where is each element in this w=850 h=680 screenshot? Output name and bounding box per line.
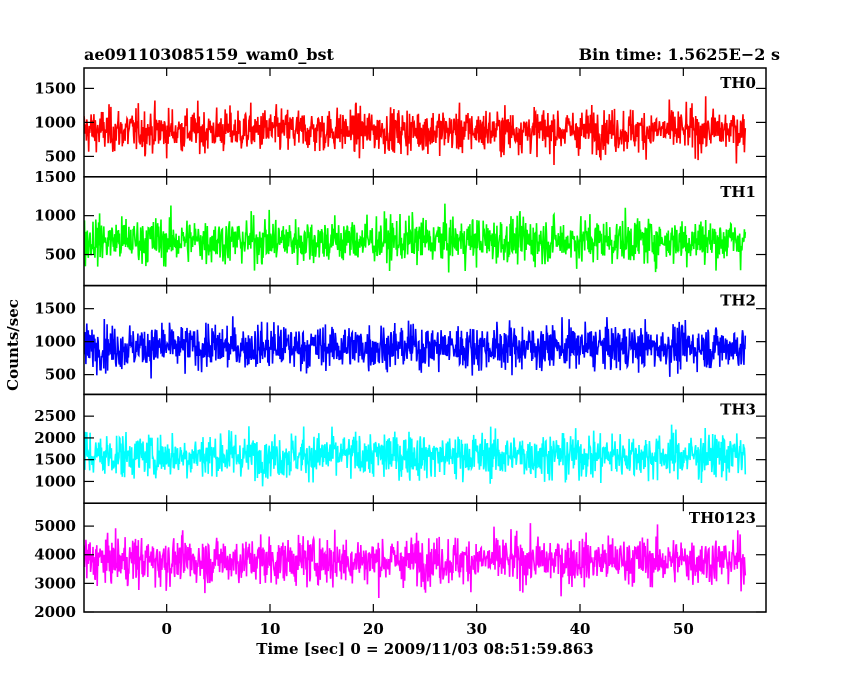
y-tick-label: 1500 [34,168,76,186]
y-tick-label: 4000 [34,546,76,564]
y-tick-label: 1500 [34,79,76,97]
panel-th0123: 2000 3000 4000 5000 TH0123 [34,502,767,621]
y-tick-label: 2000 [34,603,76,621]
panel-frame [83,502,767,613]
x-tick-label: 20 [363,620,384,638]
x-tick-label: 0 [161,620,171,638]
chart-title: ae091103085159_wam0_bst [84,45,335,64]
panel-label: TH0123 [689,509,756,527]
x-axis-label: Time [sec] 0 = 2009/11/03 08:51:59.863 [256,640,593,658]
y-tick-label: 500 [45,366,76,384]
y-tick-label: 2000 [34,429,76,447]
series-th2 [84,316,747,379]
y-tick-label: 1000 [34,113,76,131]
x-tick-label: 40 [570,620,591,638]
panel-label: TH0 [720,74,756,92]
x-tick-label: 50 [673,620,694,638]
bin-time-label: Bin time: 1.5625E−2 s [579,45,780,64]
y-tick-label: 1500 [34,300,76,318]
series-th0 [84,96,747,166]
panels-group: 500 1000 1500 TH0 500 1000 1500 TH1 500 1000 1500 T… [34,67,767,621]
panel-th0: 500 1000 1500 TH0 [34,67,767,178]
y-tick-label: 5000 [34,517,76,535]
x-axis: 0 10 20 30 40 50 [161,620,693,638]
x-tick-label: 30 [466,620,487,638]
y-tick-label: 500 [45,246,76,264]
panel-th3: 1000 1500 2000 2500 TH3 [34,393,767,504]
y-tick-label: 500 [45,147,76,165]
series-th0123 [84,523,747,599]
y-tick-label: 1000 [34,472,76,490]
y-tick-label: 1500 [34,451,76,469]
x-tick-label: 10 [260,620,281,638]
y-tick-label: 2500 [34,407,76,425]
y-tick-label: 1000 [34,207,76,225]
series-th3 [84,424,747,487]
y-tick-label: 1000 [34,333,76,351]
panel-label: TH2 [720,292,756,310]
panel-th1: 500 1000 1500 TH1 [34,168,767,287]
panel-th2: 500 1000 1500 TH2 [34,284,767,396]
series-th1 [84,203,747,273]
panel-label: TH3 [720,400,756,418]
y-tick-label: 3000 [34,574,76,592]
panel-label: TH1 [720,183,756,201]
y-axis-label: Counts/sec [4,299,22,391]
